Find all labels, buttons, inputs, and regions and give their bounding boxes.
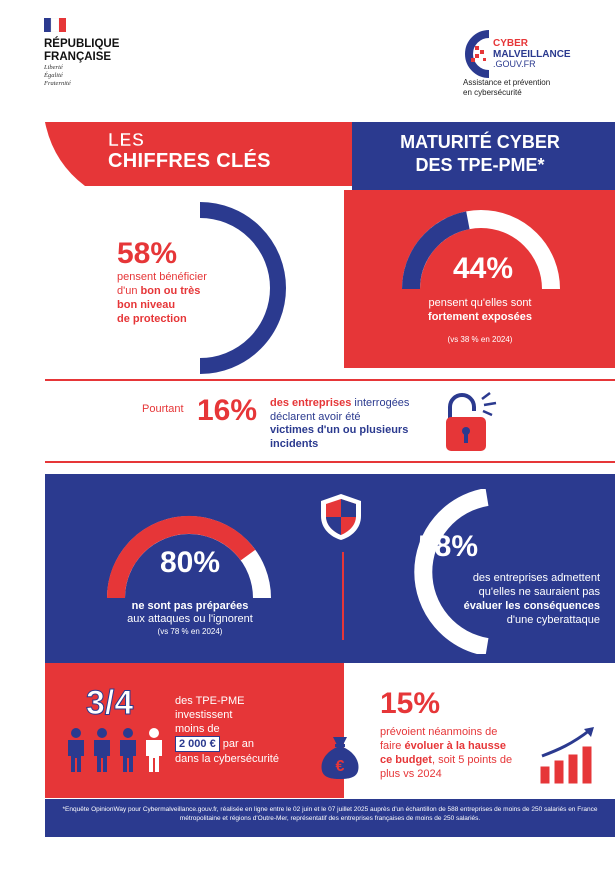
- stat-consequences-text: des entreprises admettent qu'elles ne sa…: [463, 572, 600, 626]
- banner-maturity-background: [352, 122, 615, 190]
- stat-budget-text: prévoient néanmoins de faire évoluer à l…: [380, 726, 513, 780]
- logo-malveillance-text: MALVEILLANCE: [493, 49, 571, 60]
- banner-les-label: LES: [108, 130, 145, 151]
- protection-half-ring-chart: [199, 202, 286, 374]
- republic-motto: Liberté Égalité Fraternité: [44, 64, 71, 87]
- divider-bottom: [45, 461, 615, 463]
- banner-key-figures-title: CHIFFRES CLÉS: [108, 150, 271, 172]
- republique-francaise-title: RÉPUBLIQUE FRANÇAISE: [44, 38, 120, 63]
- preparedness-gauge-chart: [107, 516, 271, 599]
- consequences-half-ring-chart: [414, 489, 489, 654]
- stat-consequences-value: 58%: [418, 530, 479, 563]
- money-bag-icon: €: [321, 737, 359, 779]
- logo-tagline: Assistance et prévention en cybersécurit…: [463, 78, 551, 97]
- stat-protection-value: 58%: [117, 237, 178, 270]
- key-figures-banner-shape: [45, 122, 352, 186]
- people-group-icon: [68, 728, 162, 772]
- footer-survey-note: *Enquête OpinionWay pour Cybermalveillan…: [62, 806, 598, 822]
- exposure-gauge-chart: [402, 210, 560, 290]
- banner-maturity-title: MATURITÉ CYBER DES TPE-PME*: [400, 132, 560, 175]
- svg-text:€: €: [336, 758, 345, 775]
- stat-incidents-text: des entreprises interrogées déclarent av…: [270, 397, 410, 450]
- stat-exposure-text: pensent qu'elles sont fortement exposées: [428, 297, 532, 323]
- investment-amount-badge: 2 000 €: [175, 736, 220, 752]
- stat-exposure-value: 44%: [452, 252, 514, 285]
- exposure-gauge-fill: [402, 211, 470, 290]
- logo-gouv-text: .GOUV.FR: [493, 59, 536, 69]
- broken-padlock-icon: [446, 392, 497, 451]
- marianne-logo-icon: [44, 18, 66, 32]
- divider-top: [45, 379, 615, 381]
- stat-incidents-intro: Pourtant: [142, 403, 184, 415]
- stat-protection-text: pensent bénéficier d'un bon ou très bon …: [117, 271, 207, 325]
- logo-cyber-text: CYBER: [493, 38, 529, 49]
- rising-bars-icon: [539, 727, 594, 785]
- stat-investment-value: 3/4: [85, 684, 134, 723]
- stat-investment-text: des TPE-PME investissent moins de 2 000 …: [175, 695, 279, 765]
- preparedness-gauge-fill: [107, 516, 256, 599]
- cybermalveillance-logo: CYBER MALVEILLANCE .GOUV.FR: [465, 30, 571, 78]
- stat-incidents-value: 16%: [197, 394, 258, 427]
- stat-preparedness-text: ne sont pas préparées aux attaques ou l'…: [127, 600, 253, 625]
- shield-icon: [321, 494, 361, 540]
- investment-red-block: [45, 663, 344, 798]
- stat-budget-value: 15%: [380, 687, 441, 720]
- stat-preparedness-value: 80%: [159, 546, 221, 579]
- footer-bar: [45, 799, 615, 837]
- stat-preparedness-note: (vs 78 % en 2024): [157, 627, 223, 636]
- stat-exposure-note: (vs 38 % en 2024): [447, 335, 513, 344]
- vertical-divider: [342, 552, 344, 640]
